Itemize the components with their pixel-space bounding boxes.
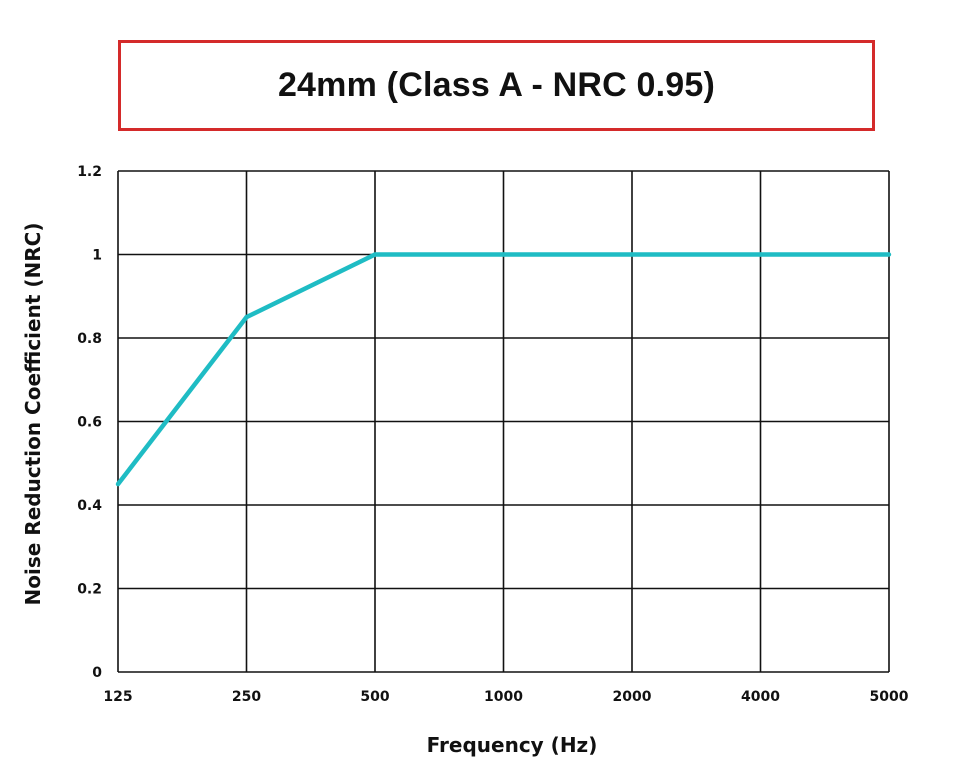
series-layer xyxy=(115,252,892,487)
y-tick-label: 0.4 xyxy=(77,498,102,514)
x-tick-label: 4000 xyxy=(741,689,780,705)
y-tick-label: 0.6 xyxy=(77,415,102,431)
x-tick-label: 250 xyxy=(232,689,261,705)
grid xyxy=(117,170,890,673)
chart-title: 24mm (Class A - NRC 0.95) xyxy=(277,66,716,104)
data-point xyxy=(115,481,121,487)
data-point xyxy=(372,252,378,257)
x-tick-label: 5000 xyxy=(870,689,909,705)
x-tick-label: 125 xyxy=(103,689,132,705)
data-point xyxy=(629,252,635,257)
x-tick-label: 1000 xyxy=(484,689,523,705)
y-axis-ticks: 0 0.2 0.4 0.6 0.8 1 1.2 xyxy=(77,164,102,681)
y-tick-label: 1 xyxy=(92,248,102,264)
y-tick-label: 0.2 xyxy=(77,582,102,598)
chart-title-box: 24mm (Class A - NRC 0.95) xyxy=(118,40,875,131)
x-axis-title: Frequency (Hz) xyxy=(427,733,598,757)
x-axis-ticks: 125 250 500 1000 2000 4000 5000 xyxy=(103,689,908,705)
y-tick-label: 1.2 xyxy=(77,164,102,180)
y-tick-label: 0 xyxy=(92,665,102,681)
data-point xyxy=(244,314,249,320)
data-point xyxy=(886,252,892,257)
y-axis-title: Noise Reduction Coefficient (NRC) xyxy=(21,223,45,606)
x-tick-label: 2000 xyxy=(613,689,652,705)
y-tick-label: 0.8 xyxy=(77,331,102,347)
x-tick-label: 500 xyxy=(360,689,389,705)
data-point xyxy=(758,252,763,257)
data-point xyxy=(501,252,506,257)
